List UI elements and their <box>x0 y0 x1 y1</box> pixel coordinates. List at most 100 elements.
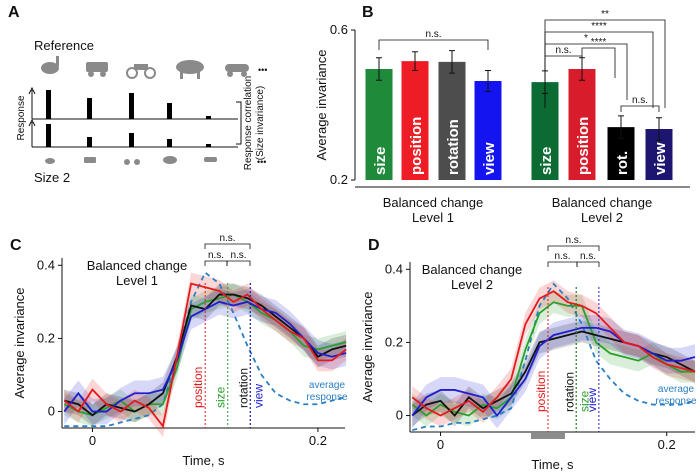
significance-bracket <box>544 55 583 80</box>
panel-letter: C <box>10 237 22 254</box>
x-tick-label: 0 <box>437 437 444 452</box>
bar-label: size <box>538 147 555 175</box>
error-band <box>412 320 695 427</box>
bar <box>474 81 502 180</box>
significance-label: n.s. <box>555 45 571 56</box>
size2-icons <box>45 156 217 165</box>
significance-label: n.s. <box>554 251 570 262</box>
annotation: average <box>658 384 695 395</box>
significance-bracket <box>620 105 660 112</box>
series-line <box>411 301 695 417</box>
response-label: Response <box>16 95 27 140</box>
error-band <box>412 280 695 427</box>
response-line <box>412 282 696 432</box>
bar-label: rotation <box>445 119 462 175</box>
significance-bracket <box>576 261 600 267</box>
time-window <box>531 433 565 439</box>
bar-label: position <box>408 117 425 175</box>
series-line <box>63 300 347 413</box>
peak-label: size <box>577 390 591 412</box>
annotation: average <box>309 380 346 391</box>
significance-label: n.s. <box>565 235 581 246</box>
bar-label: rot. <box>614 151 631 175</box>
series-line <box>411 290 696 417</box>
bar-label: size <box>372 147 389 175</box>
significance-label: n.s. <box>425 29 441 40</box>
peak-label: view <box>251 384 265 408</box>
x-tick-label: 0 <box>89 433 96 448</box>
group-label: Level 2 <box>581 210 623 225</box>
error-bar <box>412 51 418 71</box>
y-tick-label: 0.4 <box>385 261 403 276</box>
significance-bracket <box>226 260 251 266</box>
reference-icons <box>41 56 249 79</box>
significance-bracket <box>204 243 251 249</box>
chart-title: Balanced change <box>422 262 522 277</box>
error-bar <box>485 70 491 92</box>
panel-letter: D <box>368 237 380 254</box>
y-tick-label: 0.6 <box>330 22 348 37</box>
size2-label: Size 2 <box>34 170 70 185</box>
x-tick-label: 0.2 <box>309 433 327 448</box>
chart-title: Level 1 <box>116 273 158 288</box>
peak-label: rotation <box>562 372 576 412</box>
x-tick-label: 0.2 <box>658 437 676 452</box>
error-band <box>412 291 695 427</box>
annotation: response <box>655 396 697 407</box>
panel-letter: B <box>362 4 374 21</box>
y-axis-label: Average invariance <box>360 291 375 402</box>
significance-label: n.s. <box>632 95 648 106</box>
error-bar <box>376 57 382 81</box>
significance-label: **** <box>591 21 607 32</box>
group-label: Balanced change <box>383 195 483 210</box>
error-bar <box>618 115 624 139</box>
panel-letter: A <box>8 4 20 21</box>
ellipsis: ••• <box>258 65 267 75</box>
side-label: Response correlation <box>243 76 254 171</box>
group-label: Balanced change <box>552 195 652 210</box>
y-axis-label: Average invariance <box>314 49 329 160</box>
reference-label: Reference <box>34 38 94 53</box>
error-bar <box>449 50 455 74</box>
peak-label: position <box>534 371 548 412</box>
bar <box>401 61 429 180</box>
peak-label: view <box>585 388 599 412</box>
y-tick-label: 0 <box>396 408 403 423</box>
peak-label: rotation <box>236 368 250 408</box>
response-axes <box>28 86 242 148</box>
significance-label: **** <box>591 37 607 48</box>
x-axis-label: Time, s <box>182 453 225 468</box>
error-band <box>64 289 347 425</box>
response-bars <box>46 90 211 147</box>
series-line <box>411 326 696 418</box>
y-axis-label: Average invariance <box>12 287 27 398</box>
error-bar <box>656 117 662 141</box>
y-tick-label: 0.2 <box>37 330 55 345</box>
y-tick-label: 0.4 <box>37 257 55 272</box>
significance-label: n.s. <box>580 251 596 262</box>
peak-label: size <box>214 386 228 408</box>
significance-bracket <box>547 261 578 267</box>
chart-title: Balanced change <box>87 258 187 273</box>
significance-bracket <box>378 39 489 50</box>
significance-bracket <box>547 245 600 251</box>
peak-label: position <box>191 367 205 408</box>
significance-label: * <box>584 33 588 44</box>
y-tick-label: 0 <box>48 404 55 419</box>
chart-title: Level 2 <box>451 277 493 292</box>
significance-label: n.s. <box>208 250 224 261</box>
bar-label: position <box>575 117 592 175</box>
bar-label: view <box>481 142 498 175</box>
side-label: (Size invariance) <box>255 86 266 160</box>
bar <box>568 69 596 180</box>
ellipsis: ••• <box>257 157 266 167</box>
significance-bracket <box>204 260 228 266</box>
y-tick-label: 0.2 <box>385 334 403 349</box>
y-tick-label: 0.2 <box>330 172 348 187</box>
significance-label: ** <box>601 9 609 20</box>
group-label: Level 1 <box>412 210 454 225</box>
annotation: response <box>306 392 348 403</box>
significance-label: n.s. <box>230 250 246 261</box>
